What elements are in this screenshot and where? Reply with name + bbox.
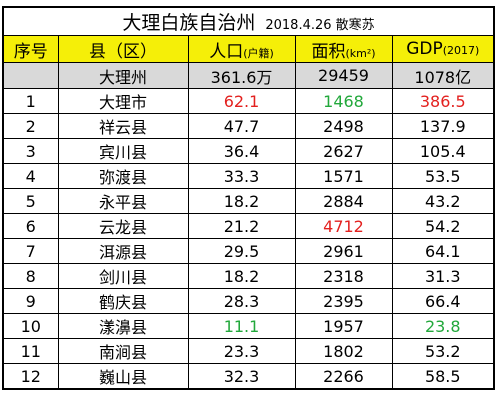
cell-index: 6	[2, 213, 59, 239]
cell-gdp: 31.3	[391, 263, 496, 289]
cell-population: 33.3	[187, 163, 296, 189]
cell-county: 大理市	[57, 88, 189, 114]
cell-index: 8	[2, 263, 59, 289]
cell-population: 32.3	[187, 363, 296, 390]
cell-county: 剑川县	[57, 263, 189, 289]
header-population-unit: (户籍)	[243, 46, 274, 60]
cell-gdp: 53.5	[391, 163, 496, 189]
cell-area: 2318	[294, 263, 393, 289]
cell-area: 4712	[294, 213, 393, 239]
cell-index: 2	[2, 113, 59, 139]
cell-index: 11	[2, 338, 59, 364]
cell-county: 永平县	[57, 188, 189, 214]
cell-area: 2395	[294, 288, 393, 314]
cell-area: 2627	[294, 138, 393, 164]
table-row: 11 南涧县 23.3 1802 53.2	[2, 338, 496, 364]
cell-area: 2961	[294, 238, 393, 264]
cell-area: 2498	[294, 113, 393, 139]
cell-index: 10	[2, 313, 59, 339]
header-population: 人口(户籍)	[187, 35, 296, 63]
header-area-label: 面积	[311, 41, 346, 62]
table-row: 10 漾濞县 11.1 1957 23.8	[2, 313, 496, 339]
header-row: 序号 县（区） 人口(户籍) 面积(km²) GDP(2017)	[2, 35, 496, 63]
total-row: 大理州 361.6万 29459 1078亿	[2, 62, 496, 89]
cell-county: 鹤庆县	[57, 288, 189, 314]
table-row: 4 弥渡县 33.3 1571 53.5	[2, 163, 496, 189]
cell-county: 云龙县	[57, 213, 189, 239]
cell-gdp: 58.5	[391, 363, 496, 390]
cell-area: 1957	[294, 313, 393, 339]
table-row: 1 大理市 62.1 1468 386.5	[2, 88, 496, 114]
table-row: 12 巍山县 32.3 2266 58.5	[2, 363, 496, 390]
cell-gdp: 54.2	[391, 213, 496, 239]
cell-county: 宾川县	[57, 138, 189, 164]
cell-county: 漾濞县	[57, 313, 189, 339]
cell-index: 12	[2, 363, 59, 390]
cell-gdp: 386.5	[391, 88, 496, 114]
table-row: 9 鹤庆县 28.3 2395 66.4	[2, 288, 496, 314]
total-area: 29459	[294, 62, 393, 89]
cell-population: 62.1	[187, 88, 296, 114]
cell-gdp: 105.4	[391, 138, 496, 164]
cell-index: 3	[2, 138, 59, 164]
header-gdp-unit: (2017)	[442, 44, 480, 57]
cell-index: 1	[2, 88, 59, 114]
table-row: 8 剑川县 18.2 2318 31.3	[2, 263, 496, 289]
cell-population: 36.4	[187, 138, 296, 164]
total-gdp: 1078亿	[391, 62, 496, 89]
table-title: 大理白族自治州 2018.4.26 散寒苏	[1, 6, 496, 36]
cell-county: 弥渡县	[57, 163, 189, 189]
cell-population: 23.3	[187, 338, 296, 364]
cell-index: 7	[2, 238, 59, 264]
cell-area: 2884	[294, 188, 393, 214]
header-gdp-label: GDP	[406, 39, 443, 59]
cell-index: 5	[2, 188, 59, 214]
cell-area: 2266	[294, 363, 393, 390]
cell-gdp: 64.1	[391, 238, 496, 264]
cell-county: 洱源县	[57, 238, 189, 264]
header-index: 序号	[2, 35, 59, 63]
title-main: 大理白族自治州	[122, 12, 256, 34]
header-gdp: GDP(2017)	[391, 35, 496, 63]
table-row: 7 洱源县 29.5 2961 64.1	[2, 238, 496, 264]
header-area-unit: (km²)	[345, 46, 376, 60]
cell-population: 18.2	[187, 263, 296, 289]
table-row: 5 永平县 18.2 2884 43.2	[2, 188, 496, 214]
total-index	[2, 62, 59, 89]
cell-gdp: 66.4	[391, 288, 496, 314]
table-row: 6 云龙县 21.2 4712 54.2	[2, 213, 496, 239]
data-table: 大理白族自治州 2018.4.26 散寒苏 序号 县（区） 人口(户籍) 面积(k…	[1, 6, 496, 390]
table-row: 2 祥云县 47.7 2498 137.9	[2, 113, 496, 139]
cell-area: 1802	[294, 338, 393, 364]
cell-index: 9	[2, 288, 59, 314]
cell-gdp: 137.9	[391, 113, 496, 139]
cell-population: 18.2	[187, 188, 296, 214]
total-name: 大理州	[57, 62, 189, 89]
cell-county: 祥云县	[57, 113, 189, 139]
cell-population: 28.3	[187, 288, 296, 314]
table-row: 3 宾川县 36.4 2627 105.4	[2, 138, 496, 164]
cell-population: 47.7	[187, 113, 296, 139]
cell-gdp: 43.2	[391, 188, 496, 214]
title-sub: 2018.4.26 散寒苏	[265, 18, 375, 33]
cell-area: 1571	[294, 163, 393, 189]
title-row: 大理白族自治州 2018.4.26 散寒苏	[1, 6, 496, 36]
header-county: 县（区）	[57, 35, 189, 63]
total-population: 361.6万	[187, 62, 296, 89]
header-population-label: 人口	[209, 41, 244, 62]
cell-population: 21.2	[187, 213, 296, 239]
cell-population: 11.1	[187, 313, 296, 339]
header-area: 面积(km²)	[294, 35, 393, 63]
cell-population: 29.5	[187, 238, 296, 264]
cell-area: 1468	[294, 88, 393, 114]
cell-gdp: 23.8	[391, 313, 496, 339]
cell-index: 4	[2, 163, 59, 189]
cell-county: 南涧县	[57, 338, 189, 364]
cell-gdp: 53.2	[391, 338, 496, 364]
cell-county: 巍山县	[57, 363, 189, 390]
